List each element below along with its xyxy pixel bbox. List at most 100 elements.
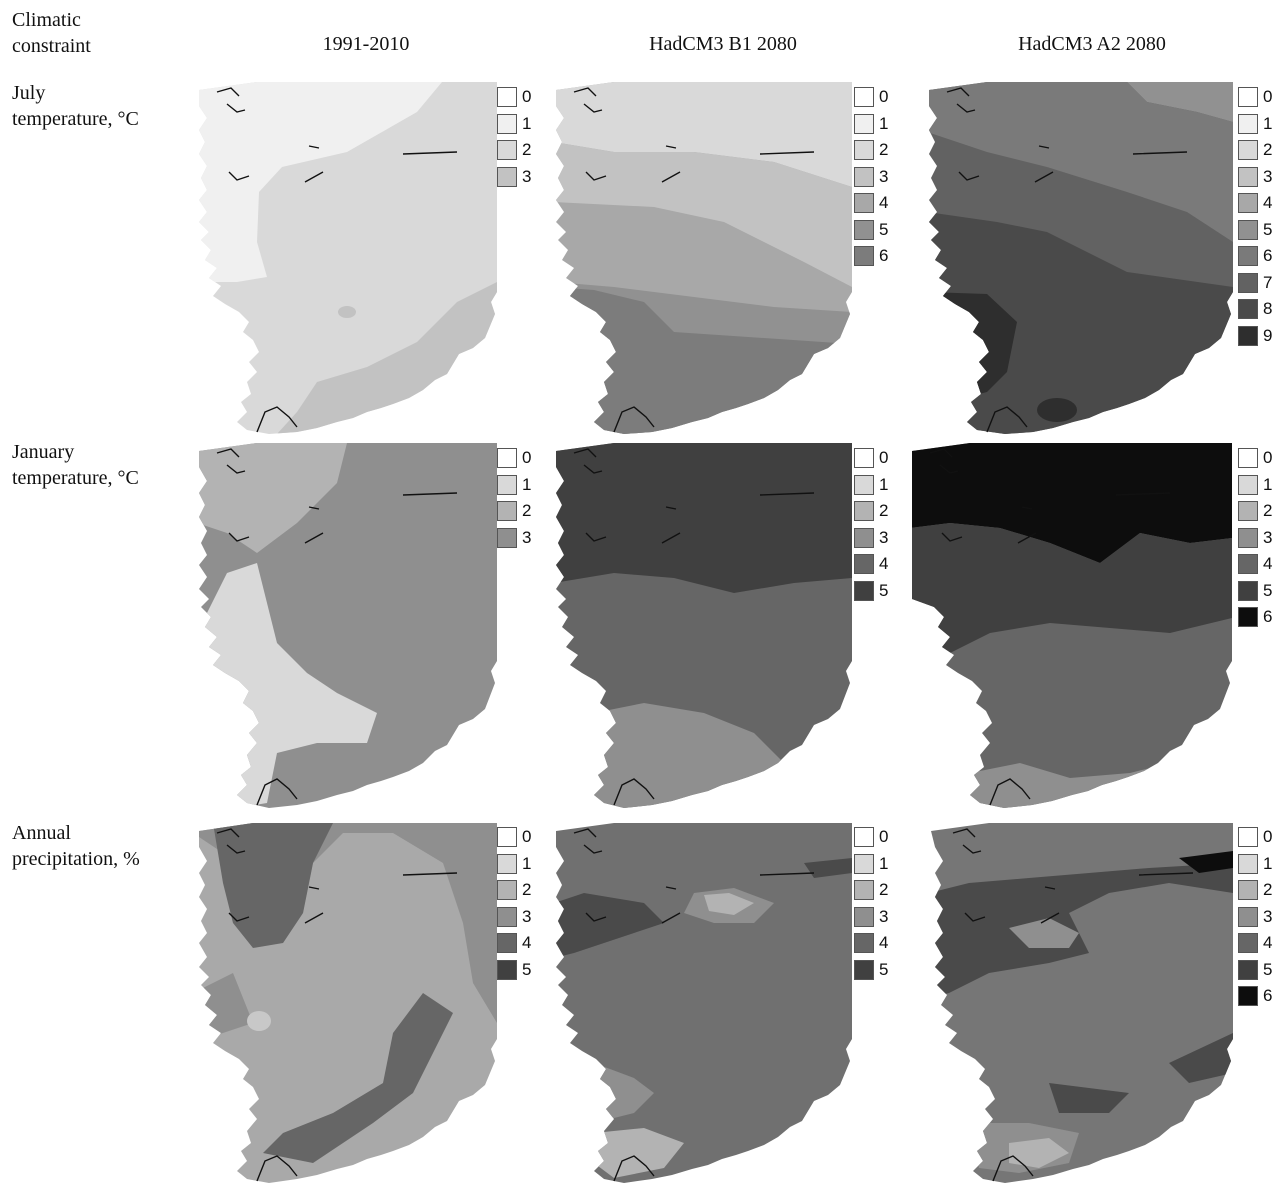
legend-label: 2 xyxy=(522,880,532,899)
legend-swatch xyxy=(497,501,517,521)
legend-swatch xyxy=(854,827,874,847)
legend-swatch xyxy=(1238,827,1258,847)
legend-label: 0 xyxy=(522,827,532,846)
map-precipitation-b1-2080 xyxy=(556,823,852,1183)
zone-class-5 xyxy=(931,863,1233,1113)
legend-label: 4 xyxy=(879,933,889,952)
row-label-july-temperature: July temperature, °C xyxy=(12,82,139,130)
map-january-1991-2010 xyxy=(199,443,497,808)
legend-label: 4 xyxy=(879,554,889,573)
legend-label: 1 xyxy=(1263,113,1273,133)
legend-label: 2 xyxy=(879,501,889,520)
map-boundary-lines xyxy=(946,87,1188,433)
zone-class-5 xyxy=(1127,82,1233,122)
map-january-a2-2080 xyxy=(912,443,1232,808)
map-boundary-lines xyxy=(216,87,458,433)
legend-swatch xyxy=(497,87,517,107)
legend-label: 3 xyxy=(879,906,889,926)
column-header-1991-2010: 1991-2010 xyxy=(322,33,410,55)
zone-class-2 xyxy=(556,82,852,187)
zone-class-1 xyxy=(199,82,442,282)
legend-swatch xyxy=(497,448,517,468)
legend-swatch xyxy=(854,140,874,160)
legend-swatch xyxy=(1238,325,1258,346)
legend-label: 8 xyxy=(1263,299,1273,318)
legend-label: 2 xyxy=(1263,880,1273,899)
legend-label: 2 xyxy=(1263,501,1273,520)
legend-label: 2 xyxy=(879,880,889,899)
legend-label: 5 xyxy=(1263,959,1273,979)
legend-swatch xyxy=(497,113,517,134)
map-boundary-lines xyxy=(216,828,458,1182)
legend-swatch xyxy=(854,113,874,134)
legend-label: 1 xyxy=(1263,853,1273,873)
legend-swatch xyxy=(1238,219,1258,240)
column-header-b1-2080: HadCM3 B1 2080 xyxy=(649,33,797,55)
legend-label: 0 xyxy=(522,448,532,467)
legend-label: 3 xyxy=(522,166,532,186)
legend-swatch xyxy=(854,906,874,927)
legend-swatch xyxy=(854,246,874,266)
legend-label: 4 xyxy=(879,193,889,212)
map-precipitation-a2-2080 xyxy=(931,823,1233,1183)
row-label-annual-precipitation: Annual precipitation, % xyxy=(12,822,140,870)
legend-label: 1 xyxy=(879,474,889,494)
legend-swatch xyxy=(1238,906,1258,927)
legend-label: 5 xyxy=(879,959,889,979)
legend-swatch xyxy=(1238,474,1258,495)
legend-label: 0 xyxy=(1263,448,1273,467)
legend-label: 6 xyxy=(1263,607,1273,626)
legend-swatch xyxy=(497,853,517,874)
zone-class-3-patch xyxy=(338,306,356,318)
legend-label: 5 xyxy=(879,580,889,600)
legend-label: 2 xyxy=(879,140,889,159)
legend-label: 3 xyxy=(1263,527,1273,547)
legend-swatch xyxy=(854,87,874,107)
legend-label: 0 xyxy=(879,827,889,846)
legend-label: 3 xyxy=(879,166,889,186)
zone-class-2 xyxy=(1009,1138,1069,1168)
legend-swatch xyxy=(1238,527,1258,548)
legend-swatch xyxy=(854,501,874,521)
legend-label: 5 xyxy=(879,219,889,239)
zone-class-6 xyxy=(912,443,1232,563)
legend-swatch xyxy=(854,166,874,187)
zone-class-1-patch xyxy=(247,1011,271,1031)
legend-swatch xyxy=(497,827,517,847)
zone-class-3 xyxy=(556,888,774,1133)
legend-swatch xyxy=(854,580,874,601)
legend-swatch xyxy=(497,959,517,980)
map-boundary-lines xyxy=(573,448,815,806)
legend-swatch xyxy=(1238,959,1258,980)
row-label-january-temperature: January temperature, °C xyxy=(12,441,139,489)
legend-swatch xyxy=(1238,113,1258,134)
legend-swatch xyxy=(1238,554,1258,574)
legend-swatch xyxy=(497,906,517,927)
zone-class-6 xyxy=(1179,851,1233,873)
legend-label: 0 xyxy=(522,87,532,106)
legend-swatch xyxy=(854,219,874,240)
legend-swatch xyxy=(1238,140,1258,160)
map-boundary-lines xyxy=(929,448,1171,806)
zone-class-4 xyxy=(556,823,852,1183)
map-july-b1-2080 xyxy=(556,82,852,434)
legend-label: 2 xyxy=(522,501,532,520)
legend-swatch xyxy=(1238,166,1258,187)
legend-swatch xyxy=(854,959,874,980)
legend-swatch xyxy=(1238,448,1258,468)
zone-class-2 xyxy=(594,893,754,1178)
legend-label: 4 xyxy=(1263,193,1273,212)
legend-swatch xyxy=(497,140,517,160)
zone-class-9-patch xyxy=(1037,398,1077,422)
map-boundary-lines xyxy=(573,828,815,1182)
legend-swatch xyxy=(497,527,517,548)
map-boundary-lines xyxy=(952,828,1194,1182)
zone-class-4 xyxy=(213,823,453,1163)
legend-label: 4 xyxy=(1263,933,1273,952)
legend-label: 3 xyxy=(879,527,889,547)
legend-swatch xyxy=(854,527,874,548)
legend-swatch xyxy=(1238,933,1258,953)
legend-swatch xyxy=(854,853,874,874)
legend-label: 5 xyxy=(522,959,532,979)
legend-label: 0 xyxy=(879,87,889,106)
